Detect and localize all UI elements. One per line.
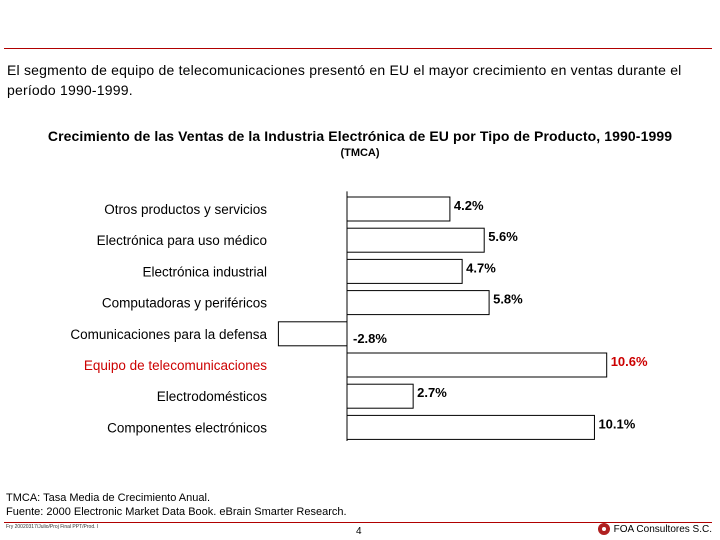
value-label-2: 4.7% [466,260,496,275]
category-label-1: Electrónica para uso médico [97,233,267,248]
value-label-3: 5.8% [493,292,523,307]
value-label-0: 4.2% [454,198,484,213]
foa-logo-icon [597,523,610,535]
bar-2 [346,258,463,284]
value-label-4: -2.8% [353,331,387,346]
bar-3 [346,290,490,316]
bar-6 [346,383,414,409]
category-label-6: Electrodomésticos [157,389,268,404]
brand-name: FOA Consultores S.C. [613,523,712,535]
value-label-1: 5.6% [488,229,518,244]
bar-1 [346,227,485,253]
file-reference: Fry 20020317/Julio/Proj Final PPT/Prod. … [6,524,99,530]
bar-7 [346,414,595,440]
value-label-7: 10.1% [598,416,635,431]
bar-5 [346,352,608,378]
bar-0 [346,196,451,222]
footnote-tmca: TMCA: Tasa Media de Crecimiento Anual. [6,492,210,504]
category-label-2: Electrónica industrial [142,264,267,279]
category-label-3: Computadoras y periféricos [102,296,267,311]
bar-4 [277,321,348,347]
brand: FOA Consultores S.C. [597,523,712,535]
slide-headline: El segmento de equipo de telecomunicacio… [7,62,682,98]
footer-rule [4,522,712,523]
value-label-6: 2.7% [417,385,447,400]
value-label-5: 10.6% [611,354,648,369]
top-rule [4,48,712,49]
category-label-5: Equipo de telecomunicaciones [84,358,267,373]
chart-subtitle: (TMCA) [340,147,380,159]
footnotes: TMCA: Tasa Media de Crecimiento Anual. F… [6,491,347,519]
category-label-4: Comunicaciones para la defensa [70,327,267,342]
page-number: 4 [356,526,362,537]
category-label-7: Componentes electrónicos [107,420,267,435]
chart-title: Crecimiento de las Ventas de la Industri… [47,128,673,144]
category-label-0: Otros productos y servicios [104,202,267,217]
footnote-source: Fuente: 2000 Electronic Market Data Book… [6,506,347,518]
